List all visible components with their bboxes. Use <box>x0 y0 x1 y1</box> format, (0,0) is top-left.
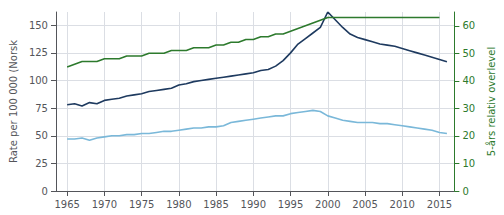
svg-text:1965: 1965 <box>54 199 79 210</box>
svg-text:50: 50 <box>35 130 48 141</box>
svg-text:2010: 2010 <box>390 199 415 210</box>
svg-text:0: 0 <box>462 186 468 197</box>
svg-text:5-års relativ overlevel: 5-års relativ overlevel <box>485 47 497 156</box>
svg-text:50: 50 <box>462 48 475 59</box>
svg-text:1975: 1975 <box>129 199 154 210</box>
svg-text:1990: 1990 <box>241 199 266 210</box>
svg-text:125: 125 <box>29 47 48 58</box>
svg-text:150: 150 <box>29 20 48 31</box>
svg-text:60: 60 <box>462 20 475 31</box>
svg-text:2000: 2000 <box>315 199 340 210</box>
svg-text:Rate per 100 000 (Norsk: Rate per 100 000 (Norsk <box>8 40 19 163</box>
svg-text:100: 100 <box>29 75 48 86</box>
svg-text:1995: 1995 <box>278 199 303 210</box>
svg-text:1985: 1985 <box>203 199 228 210</box>
svg-text:75: 75 <box>35 103 48 114</box>
svg-text:20: 20 <box>462 130 475 141</box>
svg-text:10: 10 <box>462 158 475 169</box>
svg-text:2015: 2015 <box>427 199 452 210</box>
svg-text:25: 25 <box>35 158 48 169</box>
svg-text:1980: 1980 <box>166 199 191 210</box>
svg-text:40: 40 <box>462 75 475 86</box>
svg-text:30: 30 <box>462 103 475 114</box>
svg-text:2005: 2005 <box>352 199 377 210</box>
svg-text:0: 0 <box>42 186 48 197</box>
svg-text:1970: 1970 <box>92 199 117 210</box>
